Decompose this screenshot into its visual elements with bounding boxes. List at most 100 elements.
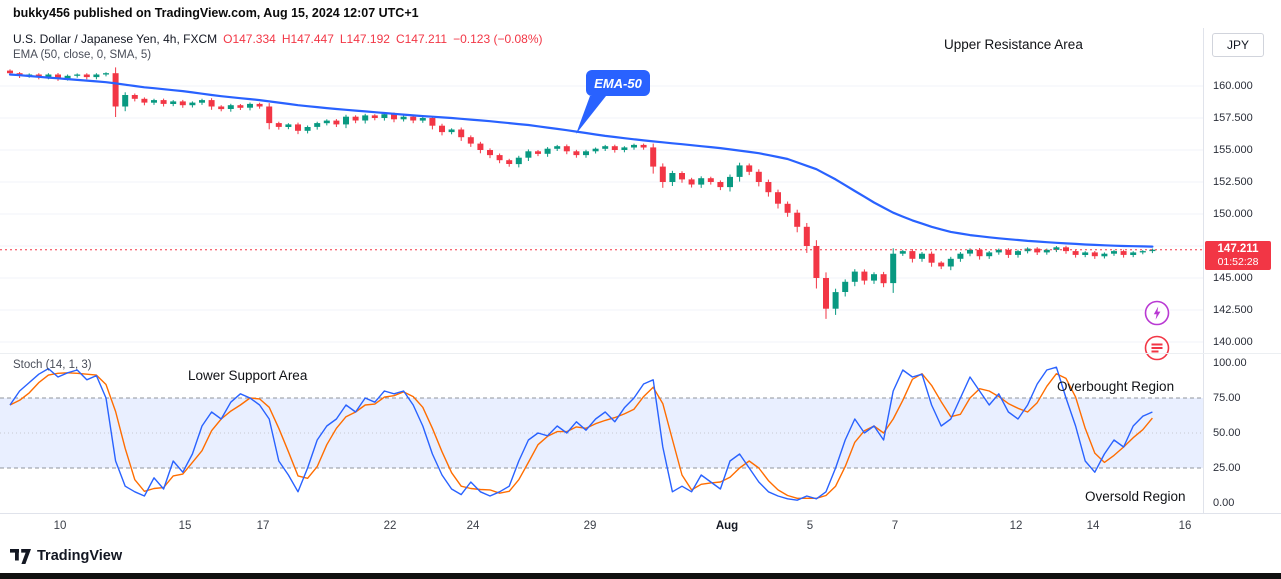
candle-body [93, 74, 100, 78]
candle-body [7, 70, 13, 74]
price-axis-label: 140.000 [1213, 336, 1253, 348]
candle-body [1043, 249, 1050, 253]
candle-body [928, 253, 935, 263]
candle-body [1149, 249, 1156, 252]
candle-body [535, 151, 541, 154]
candle-body [698, 178, 705, 185]
candle-body [266, 106, 273, 124]
candle-body [391, 114, 397, 120]
candle-body [1005, 249, 1012, 255]
candle-body [995, 249, 1002, 253]
price-axis[interactable]: JPY 160.000 157.500 155.000 152.500 150.000 1… [1203, 28, 1281, 513]
candle-body [323, 120, 330, 124]
candle-body [640, 144, 647, 148]
candle-body [669, 173, 676, 182]
time-axis[interactable]: 10 15 17 22 24 29 Aug 5 7 12 14 16 [0, 513, 1281, 541]
stoch-axis-label: 75.00 [1213, 392, 1241, 404]
currency-button[interactable]: JPY [1212, 33, 1264, 57]
oversold-annotation: Oversold Region [1085, 489, 1186, 504]
candle-body [112, 73, 119, 107]
candle-body [227, 105, 234, 109]
time-axis-label: 24 [466, 520, 480, 532]
low-value: L147.192 [339, 32, 390, 46]
candle-body [362, 115, 369, 121]
candle-body [659, 166, 666, 182]
candle-body [1034, 248, 1041, 253]
stream-icon[interactable] [1144, 335, 1170, 361]
candle-body [592, 148, 599, 152]
lower-support-annotation: Lower Support Area [188, 368, 308, 383]
time-axis-label: 7 [891, 520, 899, 532]
price-axis-label: 145.000 [1213, 272, 1253, 284]
candle-body [1139, 251, 1146, 253]
ema50-callout: EMA-50 [586, 70, 650, 96]
candle-body [736, 165, 743, 177]
candle-body [477, 143, 484, 150]
candle-body [919, 253, 925, 259]
axis-tick-labels: 160.000 157.500 155.000 152.500 150.000 145.0… [1204, 28, 1281, 513]
candle-body [1120, 251, 1127, 255]
candle-body [160, 100, 167, 104]
candle-body [467, 137, 474, 144]
time-axis-label: 17 [256, 520, 270, 532]
candle-body [813, 246, 820, 278]
candle-body [1130, 252, 1137, 255]
candle-body [717, 182, 724, 188]
candle-body [189, 102, 196, 106]
stoch-axis-label: 25.00 [1213, 462, 1241, 474]
candle-body [1101, 253, 1108, 257]
candle-body [957, 253, 964, 259]
price-axis-label: 142.500 [1213, 304, 1253, 316]
time-axis-label: 22 [383, 520, 397, 532]
candle-body [237, 105, 244, 108]
ema-indicator-legend: EMA (50, close, 0, SMA, 5) [13, 49, 152, 61]
candle-body [947, 258, 954, 267]
boost-icon[interactable] [1144, 300, 1170, 326]
candle-body [554, 146, 561, 149]
price-axis-label: 155.000 [1213, 144, 1253, 156]
candle-body [544, 148, 551, 154]
chart-area[interactable]: U.S. Dollar / Japanese Yen, 4h, FXCM O14… [0, 28, 1203, 513]
tradingview-brand[interactable]: TradingView [10, 548, 122, 564]
tradingview-wordmark: TradingView [37, 548, 123, 564]
candle-body [371, 115, 378, 118]
candle-body [410, 116, 417, 121]
bottom-bar [0, 573, 1281, 579]
candle-body [621, 147, 628, 150]
candle-body [381, 114, 388, 118]
candle-body [458, 129, 465, 138]
candle-body [861, 271, 868, 281]
candle-body [151, 100, 157, 103]
price-stoch-chart[interactable] [0, 28, 1203, 513]
upper-resistance-annotation: Upper Resistance Area [944, 37, 1083, 52]
candle-body [784, 203, 791, 213]
candle-body [755, 171, 762, 182]
stoch-axis-label: 50.00 [1213, 427, 1241, 439]
candle-body [563, 146, 570, 152]
candle-body [45, 74, 52, 78]
candle-body [122, 95, 129, 107]
candle-body [679, 173, 685, 180]
candle-body [803, 226, 810, 246]
footer: TradingView [0, 540, 1281, 573]
high-value: H147.447 [281, 32, 334, 46]
candle-body [64, 75, 71, 79]
candle-body [1072, 251, 1079, 255]
candle-body [83, 74, 90, 78]
candle-body [1015, 251, 1021, 255]
snapshot-action-icons [1144, 300, 1170, 361]
candle-body [487, 150, 493, 156]
candle-body [631, 144, 637, 148]
candle-body [842, 281, 849, 292]
candle-body [611, 146, 618, 150]
price-axis-label: 150.000 [1213, 208, 1253, 220]
candle-body [419, 118, 426, 121]
candle-body [650, 147, 657, 167]
candle-body [1024, 248, 1031, 252]
candle-body [1091, 252, 1098, 257]
candle-body [103, 73, 109, 75]
candle-body [141, 98, 148, 103]
pane-separator [0, 353, 1281, 354]
stoch-d-line [9, 372, 1153, 499]
candle-body [1111, 251, 1117, 254]
